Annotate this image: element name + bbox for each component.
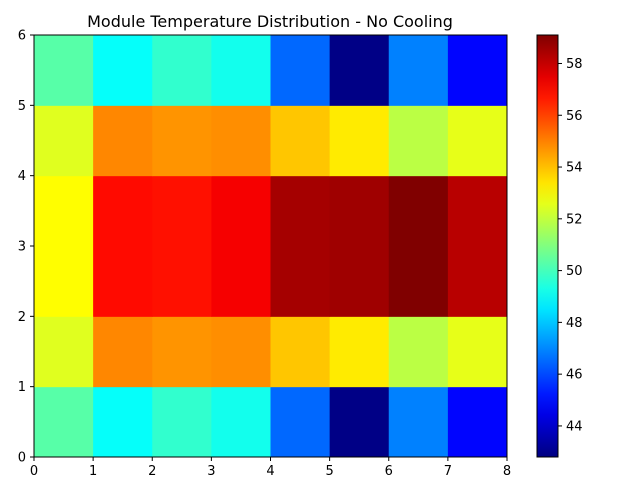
heatmap-cell (329, 175, 390, 247)
heatmap-cell (93, 386, 153, 458)
colorbar-tick-label: 52 (566, 212, 583, 227)
colorbar-tick-label: 48 (566, 316, 583, 331)
heatmap-cell (211, 246, 271, 317)
heatmap-cell (270, 35, 331, 106)
heatmap-cell (270, 316, 331, 388)
y-tick-label: 2 (18, 310, 26, 325)
heatmap-cell (447, 316, 508, 388)
x-tick-label: 8 (503, 464, 511, 479)
y-tick-label: 0 (18, 451, 26, 466)
heatmap-cell (34, 316, 94, 388)
colorbar-tick-label: 44 (566, 419, 583, 434)
heatmap-cell (152, 175, 212, 247)
heatmap-cell (270, 386, 331, 458)
y-tick-label: 3 (18, 240, 26, 255)
heatmap-cell (447, 246, 508, 317)
y-tick-label: 4 (18, 169, 26, 184)
heatmap-cell (34, 35, 94, 106)
y-axis: 0 1 2 3 4 5 6 (18, 29, 34, 466)
x-tick-label: 2 (148, 464, 156, 479)
x-tick-label: 6 (385, 464, 393, 479)
heatmap-cell (152, 316, 212, 388)
colorbar-tick-label: 58 (566, 57, 583, 72)
heatmap-cell (93, 316, 153, 388)
heatmap-cell (388, 105, 449, 177)
heatmap-cell (329, 386, 390, 458)
x-axis: 0 1 2 3 4 5 6 7 8 (30, 457, 511, 479)
heatmap-cell (152, 246, 212, 317)
heatmap-cell (270, 246, 331, 317)
heatmap-cell (388, 316, 449, 388)
heatmap-cell (270, 175, 331, 247)
heatmap-cell (152, 105, 212, 177)
heatmap-cell (388, 175, 449, 247)
heatmap-cell (211, 35, 271, 106)
y-tick-label: 6 (18, 29, 26, 44)
x-tick-label: 1 (89, 464, 97, 479)
colorbar-tick-label: 56 (566, 109, 583, 124)
heatmap-cell (270, 105, 331, 177)
heatmap-cell (388, 386, 449, 458)
chart-title: Module Temperature Distribution - No Coo… (87, 12, 453, 31)
heatmap-cell (93, 175, 153, 247)
heatmap-cells (34, 35, 508, 458)
heatmap-cell (329, 316, 390, 388)
heatmap-cell (152, 386, 212, 458)
heatmap-cell (93, 246, 153, 317)
colorbar-tick-label: 54 (566, 161, 583, 176)
heatmap-cell (388, 35, 449, 106)
y-tick-label: 1 (18, 380, 26, 395)
colorbar-gradient (536, 34, 559, 458)
x-tick-label: 7 (444, 464, 452, 479)
colorbar: 44 46 48 50 52 54 56 58 (536, 34, 583, 458)
heatmap-cell (447, 386, 508, 458)
heatmap-cell (93, 35, 153, 106)
heatmap-cell (447, 175, 508, 247)
x-tick-label: 5 (325, 464, 333, 479)
heatmap-cell (211, 316, 271, 388)
heatmap-cell (152, 35, 212, 106)
heatmap-cell (388, 246, 449, 317)
colorbar-tick-label: 50 (566, 264, 583, 279)
heatmap-cell (329, 105, 390, 177)
heatmap-cell (447, 105, 508, 177)
x-tick-label: 0 (30, 464, 38, 479)
y-tick-label: 5 (18, 99, 26, 114)
heatmap-cell (34, 386, 94, 458)
colorbar-tick-label: 46 (566, 368, 583, 383)
x-tick-label: 4 (266, 464, 274, 479)
heatmap-cell (329, 35, 390, 106)
heatmap-cell (211, 386, 271, 458)
heatmap-cell (211, 105, 271, 177)
heatmap-cell (34, 105, 94, 177)
heatmap-cell (34, 175, 94, 247)
heatmap-cell (93, 105, 153, 177)
heatmap-cell (211, 175, 271, 247)
x-tick-label: 3 (207, 464, 215, 479)
heatmap-cell (329, 246, 390, 317)
heatmap-cell (447, 35, 508, 106)
heatmap-cell (34, 246, 94, 317)
